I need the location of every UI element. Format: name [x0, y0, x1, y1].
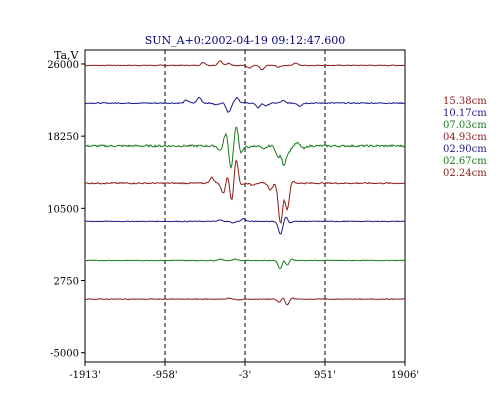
chart-title: SUN_A+0:2002-04-19 09:12:47.600 [145, 34, 346, 47]
y-tick-label-3: 2750 [54, 277, 79, 288]
series-line-1 [84, 96, 406, 114]
legend-entry-1: 10.17cm [443, 108, 487, 119]
y-tick-label-0: 26000 [47, 60, 79, 71]
series-line-5 [84, 258, 406, 270]
legend-entry-6: 02.24cm [443, 168, 487, 179]
legend-entry-2: 07.03cm [443, 120, 487, 131]
y-axis-label: Ta,V [54, 49, 80, 62]
x-tick-label-1: -958' [152, 370, 177, 381]
series-layer [84, 60, 406, 306]
legend-entry-4: 02.90cm [443, 144, 487, 155]
y-axis-ticks: 26000 18250 10500 2750 -5000 [47, 60, 85, 360]
legend-entry-3: 04.93cm [443, 132, 487, 143]
x-tick-label-0: -1913' [69, 370, 101, 381]
x-tick-label-3: 951' [314, 370, 336, 381]
legend-entry-5: 02.67cm [443, 156, 487, 167]
x-tick-label-4: 1906' [391, 370, 419, 381]
y-tick-label-4: -5000 [50, 349, 79, 360]
dashed-lines [164, 50, 326, 362]
series-line-4 [85, 216, 406, 235]
x-tick-label-2: -3' [239, 370, 252, 381]
legend: 15.38cm10.17cm07.03cm04.93cm02.90cm02.67… [443, 96, 487, 179]
series-line-6 [84, 297, 406, 306]
y-tick-label-1: 18250 [47, 132, 79, 143]
x-axis-ticks: -1913' -958' -3' 951' 1906' [69, 362, 419, 381]
series-line-3 [84, 159, 406, 225]
series-line-0 [84, 60, 406, 71]
legend-entry-0: 15.38cm [443, 96, 487, 107]
series-line-2 [84, 126, 406, 169]
y-tick-label-2: 10500 [47, 204, 79, 215]
